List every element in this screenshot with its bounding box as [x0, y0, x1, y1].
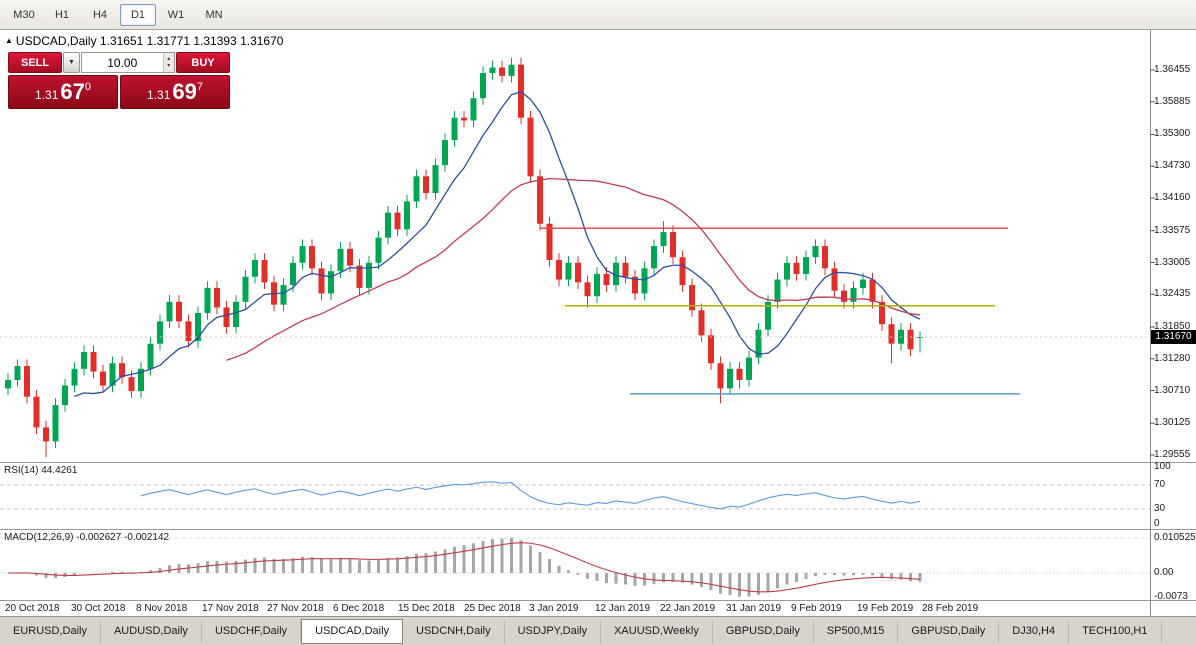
buy-button[interactable]: BUY [176, 52, 230, 73]
date-axis[interactable]: 20 Oct 2018 30 Oct 2018 8 Nov 2018 17 Nov 2… [0, 602, 1150, 616]
macd-axis-label: 0.00 [1154, 567, 1174, 578]
price-axis-label: 1.30125 [1154, 417, 1191, 428]
macd-axis-label: -0.0073 [1154, 591, 1188, 602]
chevron-down-icon: ▼ [68, 59, 75, 66]
date-axis-label: 15 Dec 2018 [398, 603, 455, 614]
sell-button[interactable]: SELL [8, 52, 62, 73]
date-axis-label: 31 Jan 2019 [726, 603, 782, 614]
timeframe-button-h4[interactable]: H4 [92, 8, 108, 21]
volume-spinner[interactable]: ▴ ▾ [162, 53, 174, 72]
rsi-axis-label: 0 [1154, 518, 1160, 529]
candlestick-chart[interactable] [0, 30, 1196, 616]
chart-tab-bar: EURUSD,Daily AUDUSD,Daily USDCHF,Daily USDC… [0, 616, 1196, 645]
chart-tab-tech100-h1[interactable]: TECH100,H1 [1069, 620, 1162, 642]
rsi-axis-label: 70 [1154, 479, 1166, 490]
timeframe-button-w1[interactable]: W1 [167, 8, 185, 21]
chart-tab-usdcnh-daily[interactable]: USDCNH,Daily [403, 620, 505, 642]
chart-symbol-header: ▲ USDCAD,Daily 1.31651 1.31771 1.31393 1.… [5, 34, 283, 48]
sell-price-display[interactable]: 1.31 67 0 [8, 75, 118, 109]
chart-tab-sp500-m15[interactable]: SP500,M15 [814, 620, 899, 642]
date-axis-label: 30 Oct 2018 [71, 603, 126, 614]
chart-tab-usdjpy-daily[interactable]: USDJPY,Daily [505, 620, 602, 642]
chart-tab-xauusd-weekly[interactable]: XAUUSD,Weekly [601, 620, 713, 642]
price-axis-label: 1.31280 [1154, 353, 1191, 364]
volume-field[interactable]: ▴ ▾ [81, 52, 175, 73]
chart-tab-gbpusd-daily[interactable]: GBPUSD,Daily [898, 620, 1000, 642]
macd-indicator-label: MACD(12,26,9) -0.002627 -0.002142 [4, 532, 170, 543]
price-axis-label: 1.33005 [1154, 257, 1191, 268]
timeframe-button-d1[interactable]: D1 [120, 3, 156, 26]
timeframe-toolbar: M30 H1 H4 D1 W1 MN [0, 0, 1196, 30]
date-axis-label: 9 Feb 2019 [791, 603, 842, 614]
volume-input[interactable] [82, 53, 163, 72]
date-axis-label: 6 Dec 2018 [333, 603, 385, 614]
price-axis-label: 1.35885 [1154, 96, 1191, 107]
price-axis-label: 1.29555 [1154, 449, 1191, 460]
chart-tab-usdcad-daily[interactable]: USDCAD,Daily [301, 618, 404, 644]
timeframe-button-m30[interactable]: M30 [13, 8, 35, 21]
date-axis-label: 28 Feb 2019 [922, 603, 979, 614]
price-axis-label: 1.31850 [1154, 321, 1191, 332]
price-axis-label: 1.34730 [1154, 160, 1191, 171]
chart-tab-dj30-h4[interactable]: DJ30,H4 [999, 620, 1070, 642]
rsi-axis-label: 30 [1154, 503, 1166, 514]
buy-price-big: 69 [172, 79, 197, 104]
price-axis-label: 1.34160 [1154, 192, 1191, 203]
sell-price-big: 67 [60, 79, 85, 104]
price-axis-label: 1.32435 [1154, 288, 1191, 299]
chart-tab-audusd-daily[interactable]: AUDUSD,Daily [101, 620, 202, 642]
volume-dropdown-button[interactable]: ▼ [63, 52, 80, 73]
date-axis-label: 8 Nov 2018 [136, 603, 188, 614]
chart-tab-gbpusd-daily[interactable]: GBPUSD,Daily [713, 620, 814, 642]
rsi-indicator-label: RSI(14) 44.4261 [4, 465, 78, 476]
date-axis-label: 17 Nov 2018 [202, 603, 259, 614]
sell-price-sup: 0 [84, 81, 91, 93]
date-axis-label: 19 Feb 2019 [857, 603, 914, 614]
date-axis-label: 20 Oct 2018 [5, 603, 60, 614]
rsi-axis-label: 100 [1154, 461, 1171, 472]
timeframe-button-mn[interactable]: MN [205, 8, 223, 21]
price-axis[interactable]: 1.36455 1.35885 1.35300 1.34730 1.34160 1.335… [1152, 30, 1196, 616]
date-axis-label: 12 Jan 2019 [595, 603, 651, 614]
sell-price-base: 1.31 [35, 88, 59, 102]
price-axis-label: 1.36455 [1154, 64, 1191, 75]
price-axis-label: 1.30710 [1154, 385, 1191, 396]
current-price-badge: 1.31670 [1151, 330, 1196, 344]
date-axis-label: 27 Nov 2018 [267, 603, 324, 614]
spin-down-icon[interactable]: ▾ [167, 62, 171, 69]
buy-price-display[interactable]: 1.31 69 7 [120, 75, 230, 109]
chart-window[interactable]: ▲ USDCAD,Daily 1.31651 1.31771 1.31393 1.… [0, 30, 1196, 616]
price-axis-label: 1.33575 [1154, 225, 1191, 236]
chart-tab-eurusd-daily[interactable]: EURUSD,Daily [0, 620, 101, 642]
buy-price-sup: 7 [196, 81, 203, 93]
price-axis-label: 1.35300 [1154, 128, 1191, 139]
date-axis-label: 25 Dec 2018 [464, 603, 521, 614]
chart-tab-usdchf-daily[interactable]: USDCHF,Daily [202, 620, 302, 642]
symbol-ohlc-text: USDCAD,Daily 1.31651 1.31771 1.31393 1.3… [15, 34, 284, 48]
date-axis-label: 22 Jan 2019 [660, 603, 716, 614]
macd-axis-label: 0.010525 [1154, 532, 1196, 543]
timeframe-button-h1[interactable]: H1 [54, 8, 70, 21]
symbol-marker-icon: ▲ [5, 36, 13, 45]
buy-price-base: 1.31 [147, 88, 171, 102]
spin-up-icon[interactable]: ▴ [167, 55, 171, 62]
date-axis-label: 3 Jan 2019 [529, 603, 579, 614]
